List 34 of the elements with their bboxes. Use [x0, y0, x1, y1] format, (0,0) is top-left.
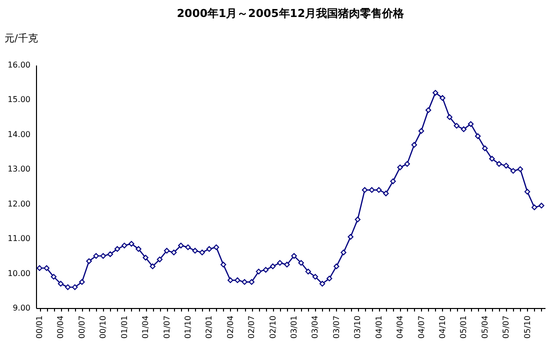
- x-tick-label: 01/01: [120, 316, 129, 339]
- y-tick-label: 11.00: [8, 234, 30, 244]
- x-tick-label: 02/10: [268, 316, 278, 339]
- y-tick-label: 15.00: [8, 95, 30, 104]
- x-tick-label: 01/07: [162, 316, 172, 339]
- y-tick-label: 13.00: [8, 164, 30, 174]
- x-tick-label: 03/07: [332, 316, 341, 339]
- x-tick-label: 05/07: [502, 316, 511, 339]
- x-tick-label: 00/07: [77, 316, 86, 339]
- chart-title: 2000年1月～2005年12月我国猪肉零售价格: [176, 7, 406, 20]
- x-tick-label: 02/07: [247, 316, 256, 339]
- x-tick-label: 05/01: [459, 316, 468, 339]
- x-tick-label: 02/04: [226, 316, 235, 339]
- x-tick-label: 04/01: [374, 316, 384, 339]
- x-tick-label: 03/01: [290, 316, 299, 339]
- y-tick-label: 16.00: [8, 60, 30, 70]
- x-tick-label: 00/01: [35, 316, 44, 339]
- x-tick-label: 01/04: [141, 316, 150, 339]
- y-axis-title: 元/千克: [4, 32, 38, 44]
- x-tick-label: 01/10: [183, 316, 192, 339]
- x-tick-label: 02/01: [204, 316, 214, 339]
- x-tick-label: 03/04: [310, 316, 320, 339]
- y-tick-label: 14.00: [8, 130, 30, 139]
- y-tick-label: 12.00: [8, 199, 30, 208]
- x-tick-label: 04/10: [438, 316, 447, 339]
- x-tick-label: 05/04: [480, 316, 490, 339]
- x-tick-label: 00/04: [56, 316, 66, 339]
- y-tick-label: 10.00: [8, 268, 30, 278]
- x-tick-label: 03/10: [353, 316, 362, 339]
- x-tick-label: 04/04: [396, 316, 405, 339]
- x-tick-label: 04/07: [416, 316, 426, 339]
- y-tick-label: 9.00: [12, 304, 30, 312]
- x-tick-label: 00/10: [98, 316, 108, 339]
- x-tick-label: 05/10: [522, 316, 532, 339]
